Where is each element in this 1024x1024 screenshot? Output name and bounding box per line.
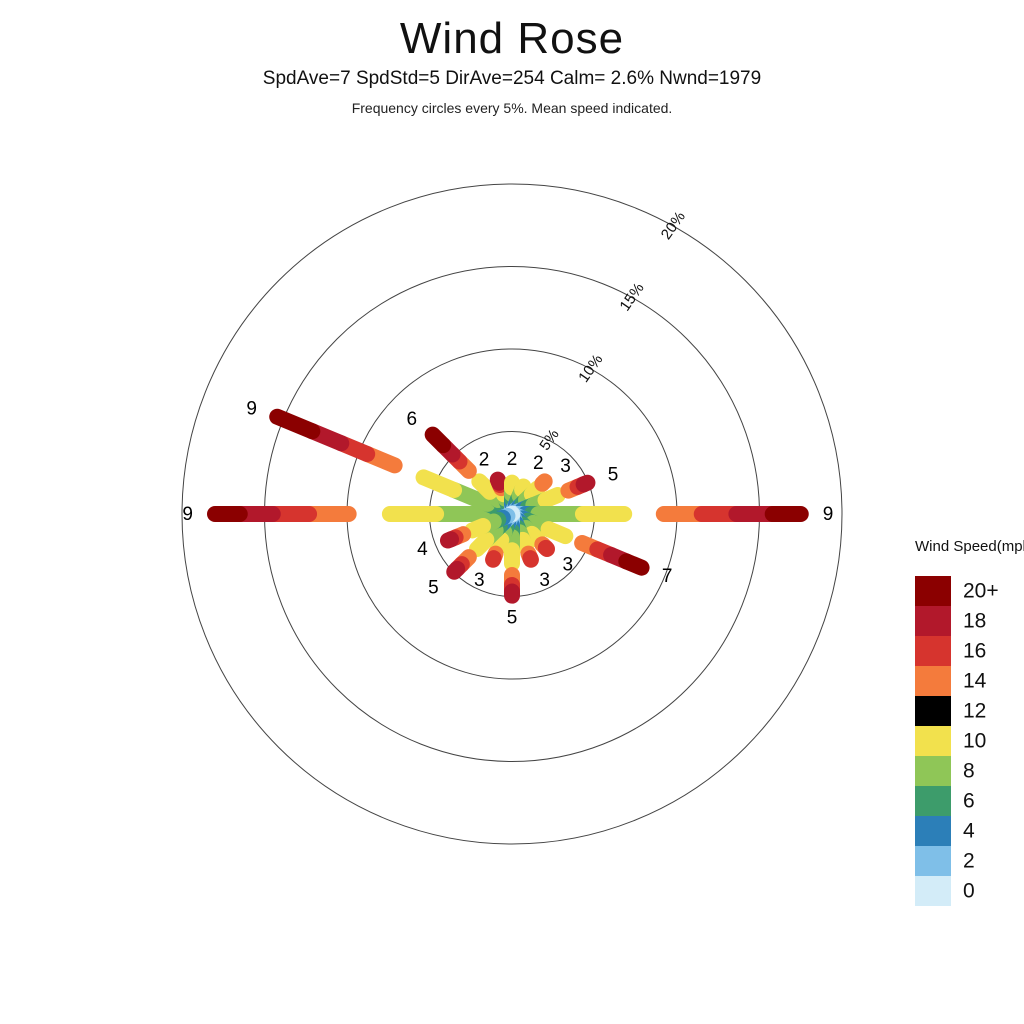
wind-spoke-segment-SSW-8 [493, 558, 494, 560]
spoke-value-label-NNW: 2 [479, 449, 490, 470]
legend-tick-4: 4 [963, 820, 975, 843]
legend-swatch-8[interactable] [915, 756, 951, 786]
chart-caption: Frequency circles every 5%. Mean speed i… [0, 100, 1024, 116]
wind-spoke-segment-NW-10 [433, 435, 444, 446]
grid-circle-label-10%: 10% [575, 351, 606, 385]
wind-spoke-segment-ENE-9 [584, 483, 588, 485]
chart-stats-line: SpdAve=7 SpdStd=5 DirAve=254 Calm= 2.6% … [0, 68, 1024, 90]
wind-spoke-segment-NE-7 [542, 481, 544, 483]
legend-swatch-0[interactable] [915, 876, 951, 906]
legend-group: Wind Speed(mph) 20+ 18 16 14 12 10 8 6 4 2 0 [915, 538, 1024, 906]
wind-spoke-segment-WSW-9 [448, 539, 451, 540]
spoke-value-label-NNE: 2 [533, 453, 544, 474]
spoke-value-label-N: 2 [507, 449, 518, 470]
wind-spoke-segment-NW-5 [479, 481, 490, 492]
wind-spoke-segment-ESE-5 [549, 529, 566, 536]
spoke-value-label-WNW: 9 [246, 398, 257, 419]
wind-spoke-segment-NNW-9 [498, 480, 499, 483]
spoke-value-label-NW: 6 [407, 409, 418, 430]
spoke-layer[interactable] [215, 417, 801, 596]
legend-swatch-12[interactable] [915, 696, 951, 726]
legend-swatch-18[interactable] [915, 606, 951, 636]
spoke-value-label-S: 5 [507, 608, 518, 629]
wind-spoke-segment-NNE-5 [522, 487, 523, 490]
legend-tick-14: 14 [963, 670, 987, 693]
wind-spoke-segment-SW-9 [454, 569, 457, 572]
spoke-value-label-NE: 3 [560, 456, 571, 477]
grid-circle-label-15%: 15% [616, 280, 647, 314]
wind-spoke-segment-SE-8 [546, 548, 547, 549]
spoke-value-label-ESE: 7 [662, 566, 673, 587]
legend-tick-2: 2 [963, 850, 975, 873]
legend-tick-8: 8 [963, 760, 975, 783]
grid-circle-label-20%: 20% [658, 208, 689, 242]
wind-spoke-segment-ENE-5 [546, 495, 558, 500]
chart-title: Wind Rose [0, 14, 1024, 64]
spoke-value-label-E: 9 [823, 504, 834, 525]
spoke-value-label-SSW: 3 [474, 570, 485, 591]
grid-circle-label-5%: 5% [536, 426, 562, 454]
wind-spoke-WNW[interactable] [277, 417, 512, 514]
spoke-value-label-SSE: 3 [539, 570, 550, 591]
legend-swatch-20+[interactable] [915, 576, 951, 606]
legend-swatch-6[interactable] [915, 786, 951, 816]
legend-tick-18: 18 [963, 610, 986, 633]
legend-swatch-2[interactable] [915, 846, 951, 876]
legend-swatch-14[interactable] [915, 666, 951, 696]
legend-tick-10: 10 [963, 730, 986, 753]
legend-tick-6: 6 [963, 790, 975, 813]
wind-spoke-segment-WNW-10 [277, 417, 312, 432]
spoke-value-label-W: 9 [182, 504, 193, 525]
spoke-value-label-SW: 5 [428, 577, 439, 598]
wind-spoke-segment-ESE-10 [626, 561, 641, 567]
wind-spoke-segment-WNW-5 [424, 477, 454, 490]
spoke-value-label-WSW: 4 [417, 539, 428, 560]
wind-spoke-segment-SSE-8 [530, 558, 531, 560]
legend-title: Wind Speed(mph) [915, 538, 1024, 555]
legend-tick-0: 0 [963, 880, 975, 903]
legend-tick-12: 12 [963, 700, 986, 723]
legend-swatch-10[interactable] [915, 726, 951, 756]
legend-swatch-16[interactable] [915, 636, 951, 666]
spoke-value-label-SE: 3 [563, 555, 574, 576]
wind-spoke-segment-WSW-5 [472, 526, 483, 530]
legend-tick-20+: 20+ [963, 580, 999, 603]
legend-tick-16: 16 [963, 640, 986, 663]
wind-spoke-segment-SW-5 [477, 540, 486, 549]
legend-swatch-4[interactable] [915, 816, 951, 846]
spoke-value-label-ENE: 5 [608, 464, 619, 485]
